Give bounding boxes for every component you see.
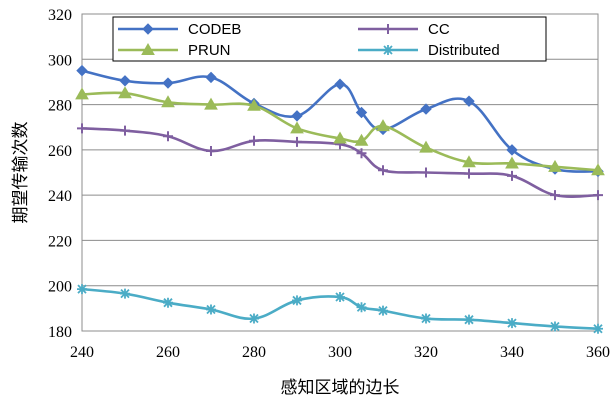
y-tick-label: 260 — [48, 143, 72, 160]
y-tick-label: 320 — [48, 7, 72, 24]
data-point-cc — [292, 136, 302, 147]
legend-marker-codeb — [142, 23, 154, 35]
data-point-distributed — [421, 313, 431, 324]
x-tick-label: 300 — [328, 344, 352, 361]
legend-marker-distributed — [383, 45, 393, 55]
legend-label-distributed: Distributed — [428, 42, 500, 59]
data-point-cc — [507, 170, 517, 181]
grid-lines — [82, 13, 598, 332]
data-point-cc — [550, 190, 560, 201]
data-point-prun — [419, 140, 433, 153]
series-group — [75, 64, 605, 334]
data-point-codeb — [291, 110, 303, 122]
x-tick-label: 280 — [242, 344, 266, 361]
data-point-distributed — [378, 305, 388, 316]
data-point-prun — [591, 163, 605, 176]
plot-area-frame — [81, 13, 599, 332]
data-point-distributed — [593, 323, 603, 334]
data-point-cc — [163, 131, 173, 142]
legend-item-prun: PRUN — [118, 42, 231, 59]
legend-item-distributed: Distributed — [358, 42, 500, 59]
y-tick-label: 280 — [48, 98, 72, 115]
x-tick-label: 340 — [500, 344, 524, 361]
legend-label-prun: PRUN — [188, 42, 231, 59]
legend-box — [112, 16, 547, 62]
data-point-prun — [118, 86, 132, 99]
data-point-distributed — [206, 304, 216, 315]
data-point-distributed — [464, 314, 474, 325]
data-point-prun — [376, 119, 390, 132]
x-tick-label: 240 — [70, 344, 94, 361]
legend-label-cc: CC — [428, 21, 450, 38]
data-point-codeb — [420, 103, 432, 115]
data-point-codeb — [355, 106, 368, 119]
data-point-codeb — [119, 75, 131, 87]
series-prun — [75, 86, 605, 176]
x-tick-label: 320 — [414, 344, 438, 361]
data-point-cc — [464, 168, 474, 179]
data-point-prun — [247, 98, 261, 111]
x-tick-label: 360 — [586, 344, 610, 361]
series-codeb — [76, 64, 604, 178]
data-point-prun — [354, 133, 369, 146]
data-point-codeb — [334, 78, 346, 90]
data-point-distributed — [163, 297, 173, 308]
data-point-codeb — [76, 64, 88, 77]
data-point-cc — [120, 125, 130, 136]
y-axis-label: 期望传输次数 — [11, 122, 31, 224]
data-point-distributed — [292, 295, 302, 306]
data-point-cc — [77, 123, 87, 134]
data-point-cc — [249, 135, 259, 146]
data-point-codeb — [506, 144, 518, 156]
legend-marker-prun — [141, 42, 155, 55]
data-point-distributed — [120, 288, 130, 299]
data-point-distributed — [550, 321, 560, 332]
data-point-prun — [462, 155, 476, 168]
legend: CODEB CC PRUN Distributed — [112, 16, 547, 62]
data-point-prun — [333, 131, 347, 144]
data-point-cc — [378, 165, 388, 176]
y-tick-label: 300 — [48, 52, 72, 69]
data-point-cc — [421, 167, 431, 178]
x-axis-label: 感知区域的边长 — [281, 378, 400, 398]
data-point-cc — [356, 148, 367, 159]
legend-label-codeb: CODEB — [188, 21, 241, 38]
y-tick-label: 240 — [48, 188, 72, 205]
data-point-distributed — [356, 302, 367, 313]
data-point-prun — [548, 159, 562, 172]
legend-item-cc: CC — [358, 21, 450, 38]
data-point-prun — [290, 121, 304, 134]
tick-labels: 180 200 220 240 260 280 300 320 240 260 280 300 320 3… — [48, 7, 610, 361]
data-point-prun — [161, 95, 175, 108]
series-distributed — [77, 284, 603, 334]
data-point-cc — [593, 190, 603, 201]
y-tick-label: 180 — [48, 324, 72, 341]
data-point-distributed — [335, 292, 345, 303]
data-point-distributed — [507, 318, 517, 329]
y-tick-label: 220 — [48, 233, 72, 250]
data-point-distributed — [249, 313, 259, 324]
data-point-prun — [505, 156, 519, 169]
data-point-distributed — [77, 284, 87, 295]
data-point-codeb — [463, 95, 475, 107]
x-tick-label: 260 — [156, 344, 180, 361]
legend-marker-cc — [383, 24, 393, 34]
data-point-prun — [204, 97, 218, 110]
legend-item-codeb: CODEB — [118, 21, 241, 38]
data-point-codeb — [162, 77, 174, 89]
data-point-codeb — [205, 71, 217, 84]
series-cc — [77, 123, 603, 201]
y-tick-label: 200 — [48, 279, 72, 296]
data-point-prun — [75, 87, 89, 100]
data-point-cc — [206, 145, 216, 156]
